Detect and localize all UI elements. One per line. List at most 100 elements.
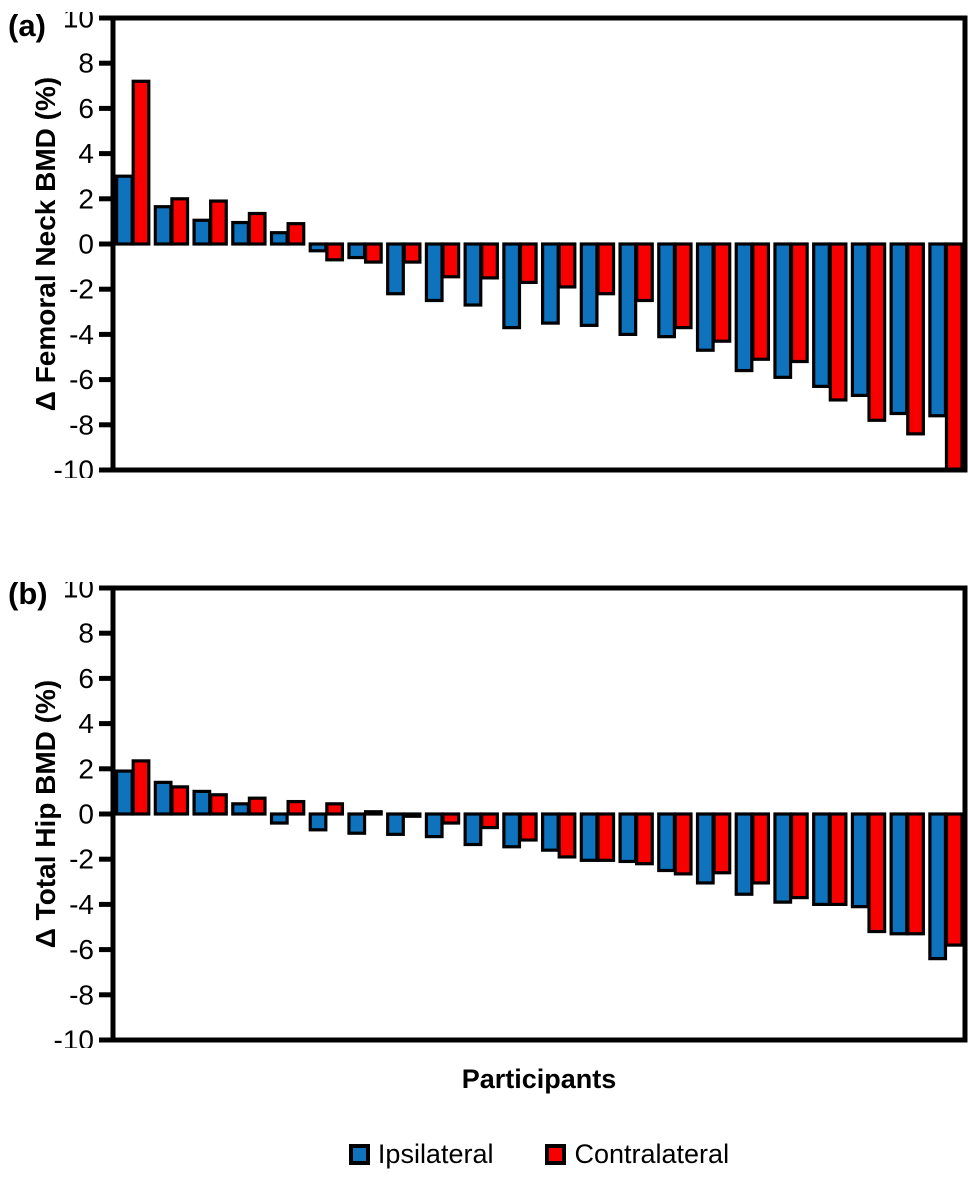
bar-ipsilateral-19 [812, 812, 831, 907]
bar-contralateral-13 [596, 242, 616, 296]
bar-contralateral-15 [673, 242, 693, 330]
legend-label-ipsilateral: Ipsilateral [377, 1138, 494, 1169]
y-tick-label: 6 [78, 93, 94, 124]
bar-ipsilateral-4 [231, 802, 250, 816]
bar-contralateral-2 [170, 197, 190, 246]
bar-ipsilateral-17 [734, 242, 754, 373]
bar-contralateral-10 [480, 812, 499, 830]
y-tick-label: 10 [63, 582, 94, 604]
plot-frame [110, 585, 968, 1043]
bar-ipsilateral-14 [618, 242, 638, 337]
bar-contralateral-4 [247, 211, 267, 246]
bar-ipsilateral-18 [773, 812, 793, 904]
bar-contralateral-3 [209, 793, 228, 816]
bar-ipsilateral-1 [114, 769, 134, 816]
bar-contralateral-3 [209, 199, 228, 246]
y-tick-label: 4 [78, 138, 94, 169]
bar-contralateral-6 [325, 242, 345, 262]
bar-ipsilateral-13 [579, 812, 599, 862]
bar-contralateral-17 [751, 812, 771, 885]
bar-ipsilateral-3 [192, 218, 212, 246]
bar-ipsilateral-7 [347, 242, 367, 260]
bar-ipsilateral-18 [773, 242, 793, 379]
bar-contralateral-14 [635, 812, 654, 866]
contralateral-swatch-icon [545, 1143, 567, 1165]
bar-contralateral-19 [828, 812, 848, 907]
y-tick-label: -10 [54, 455, 94, 479]
bar-contralateral-16 [712, 812, 732, 875]
bar-contralateral-19 [828, 242, 848, 402]
bar-contralateral-5 [286, 799, 306, 816]
bar-contralateral-1 [131, 759, 151, 816]
bar-contralateral-11 [518, 242, 538, 285]
bar-contralateral-18 [789, 812, 809, 900]
legend: Ipsilateral Contralateral [113, 1132, 965, 1176]
bar-ipsilateral-9 [424, 812, 444, 839]
y-tick-label: -4 [69, 319, 94, 350]
bar-ipsilateral-20 [850, 242, 870, 398]
bar-ipsilateral-15 [657, 242, 676, 339]
legend-label-contralateral: Contralateral [574, 1138, 730, 1169]
bar-ipsilateral-5 [269, 812, 289, 825]
y-tick-label: 8 [78, 48, 94, 79]
bar-ipsilateral-9 [424, 242, 444, 303]
bar-ipsilateral-12 [540, 812, 560, 852]
bar-ipsilateral-15 [657, 812, 676, 873]
y-tick-label: -2 [69, 274, 94, 305]
bar-contralateral-22 [944, 242, 964, 472]
bar-contralateral-20 [867, 242, 887, 422]
bar-contralateral-9 [441, 812, 461, 825]
bar-contralateral-12 [557, 242, 577, 289]
bar-contralateral-6 [325, 802, 345, 816]
bar-ipsilateral-22 [928, 242, 948, 418]
y-tick-label: 10 [63, 12, 94, 34]
bar-contralateral-10 [480, 242, 499, 280]
y-tick-label: 2 [78, 753, 94, 784]
bar-contralateral-18 [789, 242, 809, 364]
panel-a-label: (a) [8, 8, 46, 43]
bar-ipsilateral-6 [308, 242, 328, 253]
bar-ipsilateral-22 [928, 812, 948, 961]
bar-ipsilateral-6 [308, 812, 328, 832]
y-tick-label: 4 [78, 708, 94, 739]
panel-b-chart: 10 8 6 4 2 0 -2 -4 -6 -8 -10 [54, 582, 968, 1048]
bar-ipsilateral-12 [540, 242, 560, 325]
bar-ipsilateral-16 [695, 812, 715, 885]
bar-contralateral-16 [712, 242, 732, 343]
bar-ipsilateral-14 [618, 812, 638, 864]
bar-ipsilateral-8 [386, 242, 405, 296]
y-tick-label: 0 [78, 799, 94, 830]
bar-contralateral-8 [402, 812, 422, 818]
bar-contralateral-9 [441, 242, 461, 279]
bar-ipsilateral-21 [889, 812, 909, 936]
plot-frame [110, 15, 968, 473]
bar-ipsilateral-1 [114, 174, 134, 246]
panel-a-chart: 10 8 6 4 2 0 -2 -4 -6 -8 -10 [54, 12, 968, 479]
bar-ipsilateral-16 [695, 242, 715, 352]
bar-ipsilateral-8 [386, 812, 405, 836]
bar-contralateral-12 [557, 812, 577, 859]
bar-contralateral-11 [518, 812, 538, 842]
legend-item-ipsilateral: Ipsilateral [348, 1138, 494, 1170]
bar-contralateral-8 [402, 242, 422, 264]
y-tick-label: 0 [78, 229, 94, 260]
bar-ipsilateral-13 [579, 242, 599, 327]
bar-contralateral-7 [363, 242, 383, 264]
bar-contralateral-4 [247, 796, 267, 816]
bar-ipsilateral-11 [502, 812, 522, 849]
bar-contralateral-5 [286, 222, 306, 246]
bar-ipsilateral-20 [850, 812, 870, 909]
bar-contralateral-2 [170, 785, 190, 816]
bar-ipsilateral-10 [463, 812, 483, 847]
bar-ipsilateral-19 [812, 242, 831, 388]
y-tick-label: -8 [69, 979, 94, 1010]
bar-contralateral-21 [906, 812, 925, 936]
bar-ipsilateral-4 [231, 220, 250, 246]
bar-ipsilateral-3 [192, 789, 212, 816]
bar-contralateral-22 [944, 812, 964, 947]
y-tick-label: -6 [69, 364, 94, 395]
y-tick-label: -2 [69, 844, 94, 875]
bar-ipsilateral-5 [269, 231, 289, 246]
bar-ipsilateral-2 [153, 205, 173, 246]
